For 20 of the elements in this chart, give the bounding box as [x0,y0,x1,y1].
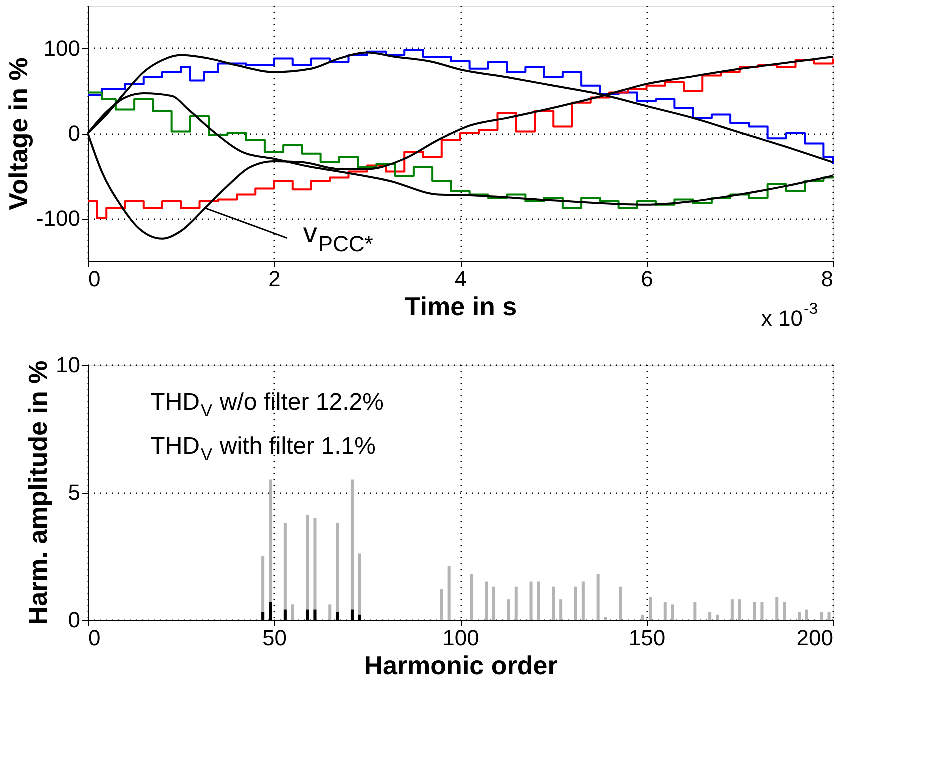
y-tick-label: -100 [36,206,80,231]
x-tick-label: 200 [796,626,834,650]
x-tick-label: 6 [641,266,654,292]
y-axis-title: Harm. amplitude in % [23,360,54,626]
y-tick-label: 100 [44,36,80,61]
y-tick-label: 0 [68,608,80,632]
x-tick-label: 8 [821,266,834,292]
x-tick-label: 100 [442,626,480,650]
x-tick-label: 50 [262,626,287,650]
x-axis-title: Harmonic order [364,650,558,680]
y-tick-label: 5 [68,480,80,505]
x-tick-label: 0 [88,626,101,650]
y-tick-label: 10 [56,352,80,378]
x-tick-label: 2 [268,266,281,292]
x-tick-label: 0 [88,266,101,292]
x-axis-title: Time in s [404,292,518,322]
x-tick-label: 4 [454,266,468,292]
y-axis-title: Voltage in % [3,58,34,210]
y-tick-label: 0 [68,121,80,146]
x-tick-label: 150 [628,626,666,650]
